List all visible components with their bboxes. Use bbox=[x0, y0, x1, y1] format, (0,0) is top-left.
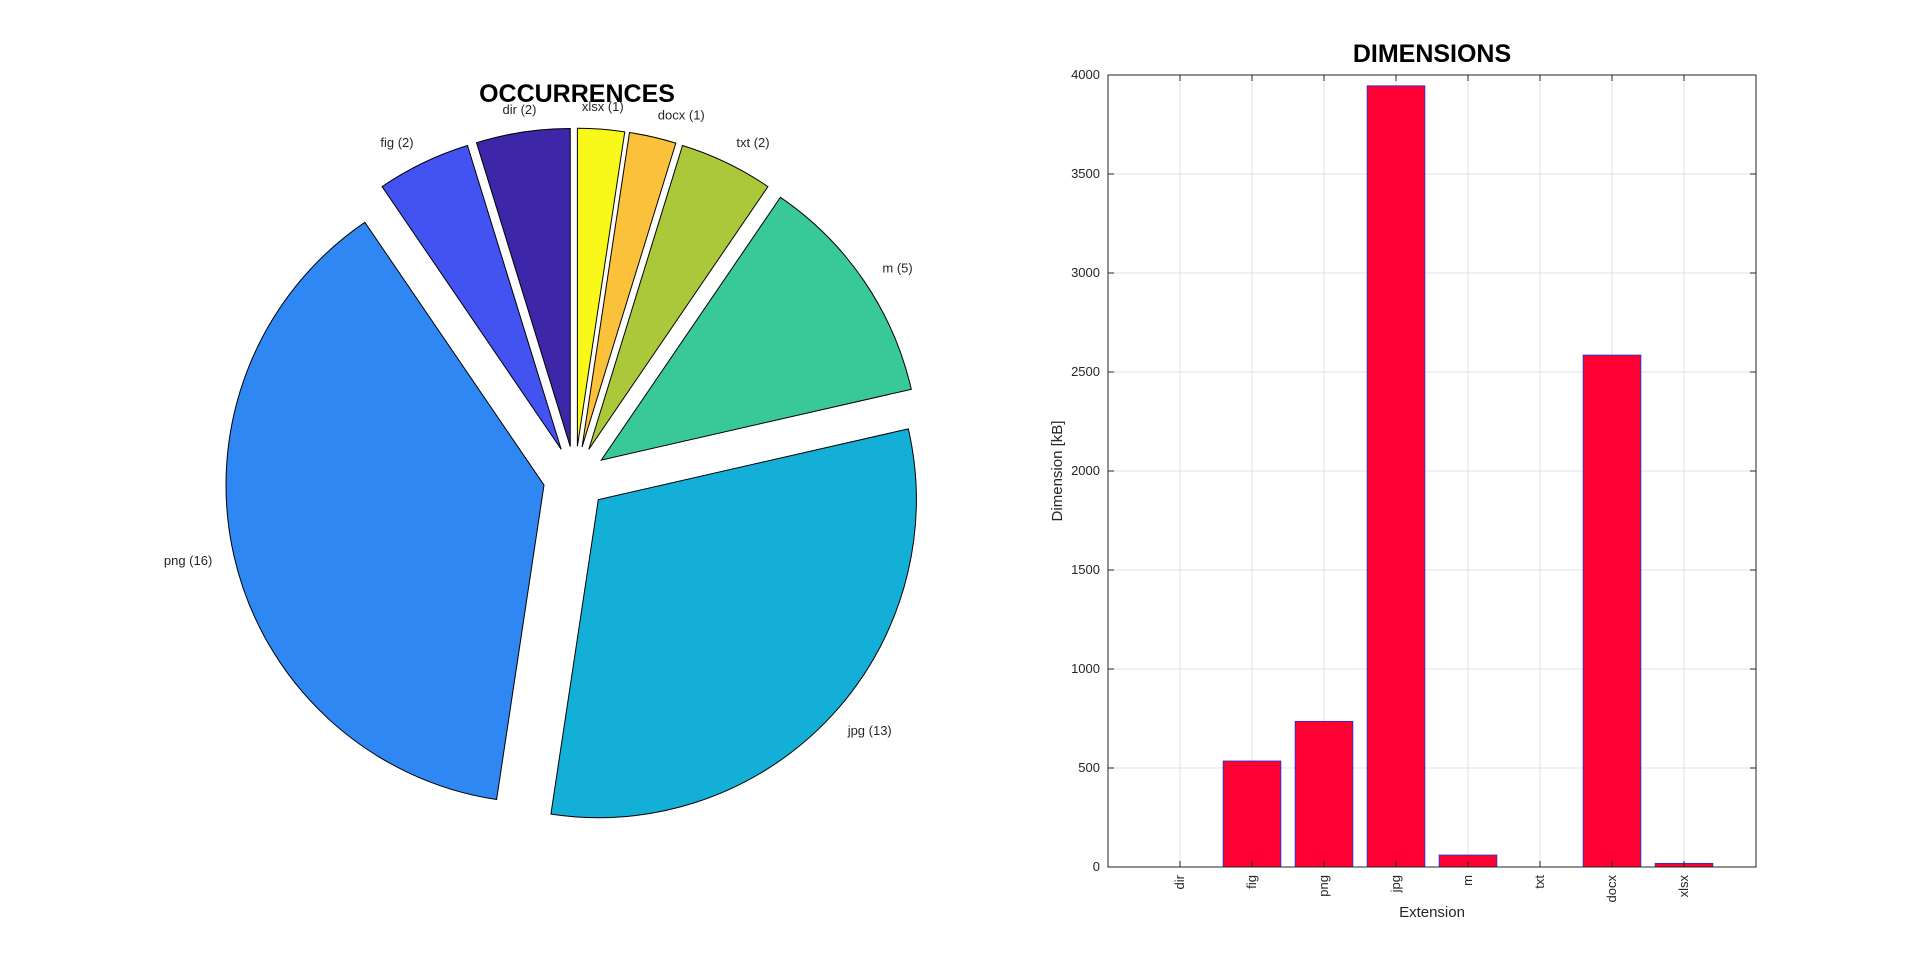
x-tick-label: xlsx bbox=[1676, 875, 1691, 898]
x-tick-label: fig bbox=[1244, 875, 1259, 889]
y-axis-label: Dimension [kB] bbox=[1049, 421, 1066, 522]
x-tick-label: jpg bbox=[1388, 875, 1403, 893]
y-tick-label: 3500 bbox=[1071, 166, 1100, 181]
pie-slice-label: m (5) bbox=[882, 260, 912, 275]
x-tick-label: txt bbox=[1532, 875, 1547, 889]
pie-chart-title: OCCURRENCES bbox=[479, 80, 675, 108]
axis-ticks: 0 500 1000 1500 2000 2500 3000 3500 4000 dir fig pn… bbox=[1071, 67, 1756, 902]
pie-slice bbox=[600, 196, 912, 461]
y-tick-label: 1500 bbox=[1071, 562, 1100, 577]
pie-slices bbox=[225, 127, 917, 819]
bar bbox=[1294, 720, 1354, 868]
x-tick-label: dir bbox=[1172, 874, 1187, 889]
x-axis-label: Extension bbox=[1399, 904, 1465, 921]
pie-slice-label: fig (2) bbox=[380, 135, 413, 150]
y-tick-label: 2500 bbox=[1071, 364, 1100, 379]
dimensions-bar-chart: DIMENSIONS 0 500 1000 1500 2000 2500 3000 3500 4… bbox=[1049, 40, 1757, 921]
pie-slice bbox=[225, 221, 545, 801]
pie-slice-label: xlsx (1) bbox=[582, 99, 624, 114]
pie-slice-label: docx (1) bbox=[658, 107, 705, 122]
pie-slice bbox=[475, 128, 571, 447]
pie-slice bbox=[588, 144, 769, 450]
y-tick-label: 1000 bbox=[1071, 661, 1100, 676]
pie-slice bbox=[581, 131, 677, 448]
occurrences-pie-chart: OCCURRENCES dir (2) fig (2) png (16) jpg (1… bbox=[164, 80, 917, 819]
pie-slice bbox=[550, 428, 917, 819]
y-tick-label: 2000 bbox=[1071, 463, 1100, 478]
pie-labels: dir (2) fig (2) png (16) jpg (13) m (5) txt (… bbox=[164, 99, 913, 738]
bar bbox=[1582, 354, 1642, 868]
bar bbox=[1222, 760, 1282, 868]
y-tick-label: 4000 bbox=[1071, 67, 1100, 82]
pie-slice-label: dir (2) bbox=[503, 102, 537, 117]
bar-grid bbox=[1108, 75, 1756, 867]
pie-slice-label: png (16) bbox=[164, 553, 212, 568]
bars bbox=[1222, 85, 1714, 868]
x-tick-label: m bbox=[1460, 875, 1475, 886]
pie-slice bbox=[381, 144, 562, 450]
pie-slice-label: jpg (13) bbox=[847, 723, 892, 738]
pie-slice-label: txt (2) bbox=[736, 135, 769, 150]
bar bbox=[1366, 85, 1426, 868]
y-tick-label: 500 bbox=[1078, 760, 1100, 775]
y-tick-label: 0 bbox=[1093, 859, 1100, 874]
pie-slice bbox=[576, 127, 626, 447]
x-tick-label: png bbox=[1316, 875, 1331, 897]
x-tick-label: docx bbox=[1604, 875, 1619, 903]
y-tick-label: 3000 bbox=[1071, 265, 1100, 280]
bar-chart-title: DIMENSIONS bbox=[1353, 40, 1511, 68]
